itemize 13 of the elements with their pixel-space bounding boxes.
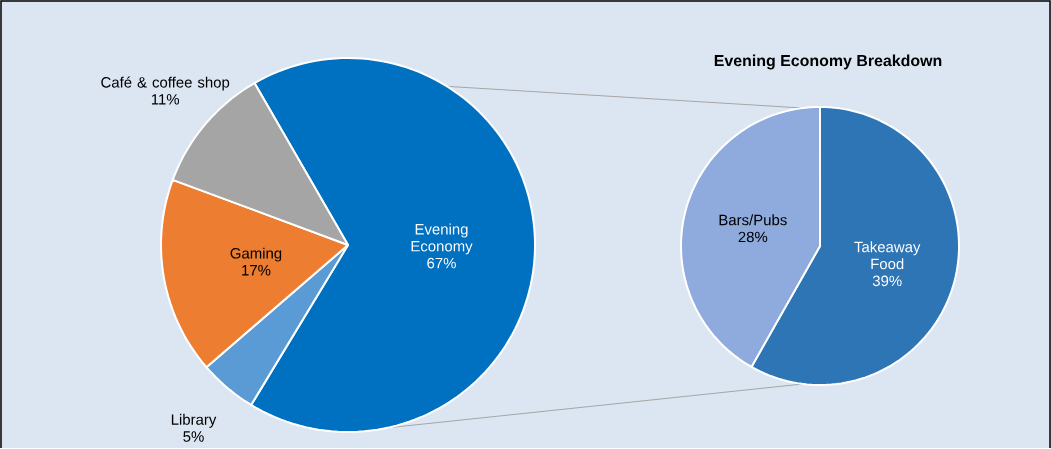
data-label: 39%: [872, 275, 902, 287]
data-label: 17%: [242, 265, 271, 276]
data-label: 67%: [427, 257, 456, 269]
slice-label: Library: [171, 413, 217, 428]
slice-label: Café & coffee shop: [101, 76, 230, 91]
slice-label: Takeaway Food: [854, 241, 921, 270]
slice-label: Bars/Pubs: [719, 214, 787, 226]
data-label: 5%: [183, 431, 204, 442]
data-label: 11%: [151, 94, 180, 105]
chart-title: Evening Economy Breakdown: [714, 54, 942, 70]
slice-label: Gaming: [230, 247, 282, 262]
data-label: 28%: [738, 231, 768, 243]
slice-label: Evening Economy: [411, 223, 473, 255]
